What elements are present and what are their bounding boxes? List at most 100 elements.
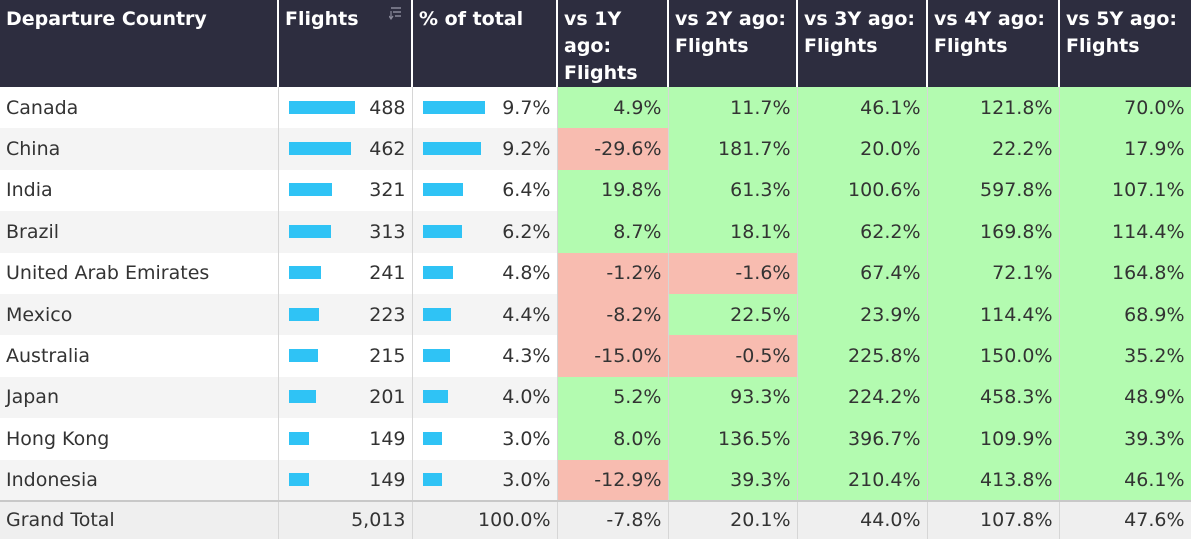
pct-total-bar	[422, 266, 454, 280]
vs-3y-cell: 396.7%	[797, 418, 928, 460]
flights-cell: 488	[278, 87, 413, 129]
pct-total-bar	[422, 100, 485, 114]
pct-total-value: 3.0%	[502, 427, 551, 450]
grand-total-flights: 5,013	[278, 499, 413, 539]
vs-4y-cell: 114.4%	[927, 293, 1060, 336]
vs-4y-cell: 72.1%	[927, 252, 1060, 294]
vs-1y-cell: 19.8%	[557, 169, 669, 212]
vs-4y-cell: 22.2%	[927, 128, 1060, 170]
grand-total-vs-3y: 44.0%	[797, 499, 928, 539]
vs-5y-cell: 70.0%	[1059, 87, 1191, 129]
vs-4y-cell: 150.0%	[927, 335, 1060, 377]
vs-2y-cell: 181.7%	[668, 128, 798, 170]
vs-3y-cell: 62.2%	[797, 211, 928, 253]
pct-total-cell: 9.7%	[412, 87, 558, 129]
vs-3y-cell: 46.1%	[797, 87, 928, 129]
vs-4y-cell: 413.8%	[927, 459, 1060, 501]
pct-total-bar	[422, 431, 442, 445]
pct-total-cell: 4.0%	[412, 376, 558, 419]
pct-total-bar	[422, 390, 449, 404]
vs-5y-cell: 114.4%	[1059, 211, 1191, 253]
header-flights[interactable]: Flights	[278, 0, 413, 87]
header-vs-1y[interactable]: vs 1Y ago: Flights	[557, 0, 669, 87]
flights-bar	[288, 183, 332, 197]
flights-cell: 241	[278, 252, 413, 294]
pct-total-cell: 4.3%	[412, 335, 558, 377]
country-cell: Indonesia	[0, 459, 279, 501]
table-row[interactable]: United Arab Emirates 241 4.8% -1.2% -1.6% 67.…	[0, 252, 1191, 294]
grand-total-vs-5y: 47.6%	[1059, 499, 1191, 539]
flights-cell: 313	[278, 211, 413, 253]
pct-total-value: 6.4%	[502, 179, 551, 202]
vs-3y-cell: 210.4%	[797, 459, 928, 501]
vs-1y-cell: 5.2%	[557, 376, 669, 419]
flights-cell: 462	[278, 128, 413, 170]
pct-total-cell: 6.2%	[412, 211, 558, 253]
vs-4y-cell: 597.8%	[927, 169, 1060, 212]
vs-2y-cell: 93.3%	[668, 376, 798, 419]
table-row[interactable]: India 321 6.4% 19.8% 61.3% 100.6% 597.8% 107.1%	[0, 169, 1191, 212]
table-row[interactable]: Hong Kong 149 3.0% 8.0% 136.5% 396.7% 109.9% 39…	[0, 418, 1191, 460]
header-pct-total[interactable]: % of total	[412, 0, 558, 87]
flights-value: 321	[369, 179, 406, 202]
country-cell: United Arab Emirates	[0, 252, 279, 294]
table-row[interactable]: China 462 9.2% -29.6% 181.7% 20.0% 22.2% 17.9%	[0, 128, 1191, 170]
table-row[interactable]: Australia 215 4.3% -15.0% -0.5% 225.8% 150.0% 3…	[0, 335, 1191, 377]
table-row[interactable]: Canada 488 9.7% 4.9% 11.7% 46.1% 121.8% 70.0%	[0, 87, 1191, 129]
pct-total-cell: 9.2%	[412, 128, 558, 170]
country-cell: Hong Kong	[0, 418, 279, 460]
vs-2y-cell: 61.3%	[668, 169, 798, 212]
pct-total-cell: 4.4%	[412, 293, 558, 336]
flights-cell: 223	[278, 293, 413, 336]
flights-cell: 215	[278, 335, 413, 377]
vs-5y-cell: 164.8%	[1059, 252, 1191, 294]
header-vs-3y[interactable]: vs 3Y ago: Flights	[797, 0, 928, 87]
flights-bar	[288, 224, 331, 238]
vs-2y-cell: -1.6%	[668, 252, 798, 294]
flights-bar	[288, 390, 316, 404]
flights-bar	[288, 266, 322, 280]
vs-2y-cell: -0.5%	[668, 335, 798, 377]
vs-1y-cell: -8.2%	[557, 293, 669, 336]
vs-2y-cell: 39.3%	[668, 459, 798, 501]
pct-total-cell: 3.0%	[412, 418, 558, 460]
pct-total-value: 9.7%	[502, 96, 551, 119]
pct-total-value: 3.0%	[502, 468, 551, 491]
flights-value: 241	[369, 262, 406, 285]
vs-2y-cell: 136.5%	[668, 418, 798, 460]
pct-total-value: 4.4%	[502, 303, 551, 326]
header-departure-country[interactable]: Departure Country	[0, 0, 279, 87]
vs-4y-cell: 109.9%	[927, 418, 1060, 460]
vs-1y-cell: 8.0%	[557, 418, 669, 460]
table-row[interactable]: Japan 201 4.0% 5.2% 93.3% 224.2% 458.3% 48.9%	[0, 376, 1191, 419]
table-row[interactable]: Brazil 313 6.2% 8.7% 18.1% 62.2% 169.8% 114.4%	[0, 211, 1191, 253]
country-cell: Brazil	[0, 211, 279, 253]
country-cell: China	[0, 128, 279, 170]
table-row[interactable]: Mexico 223 4.4% -8.2% 22.5% 23.9% 114.4% 68.9%	[0, 293, 1191, 336]
header-vs-4y[interactable]: vs 4Y ago: Flights	[927, 0, 1060, 87]
vs-3y-cell: 67.4%	[797, 252, 928, 294]
vs-1y-cell: -15.0%	[557, 335, 669, 377]
flights-bar	[288, 142, 351, 156]
header-vs-2y[interactable]: vs 2Y ago: Flights	[668, 0, 798, 87]
table-row[interactable]: Indonesia 149 3.0% -12.9% 39.3% 210.4% 413.8% 4…	[0, 459, 1191, 501]
flights-bar	[288, 307, 319, 321]
flights-value: 201	[369, 386, 406, 409]
flights-value: 462	[369, 138, 406, 161]
pct-total-value: 4.8%	[502, 262, 551, 285]
pct-total-cell: 6.4%	[412, 169, 558, 212]
vs-4y-cell: 458.3%	[927, 376, 1060, 419]
header-vs-5y[interactable]: vs 5Y ago: Flights	[1059, 0, 1191, 87]
flights-cell: 149	[278, 459, 413, 501]
flights-value: 313	[369, 220, 406, 243]
pct-total-cell: 3.0%	[412, 459, 558, 501]
vs-2y-cell: 22.5%	[668, 293, 798, 336]
pct-total-bar	[422, 142, 482, 156]
pct-total-bar	[422, 472, 442, 486]
sort-descending-icon[interactable]	[389, 6, 403, 20]
country-cell: Australia	[0, 335, 279, 377]
vs-1y-cell: -12.9%	[557, 459, 669, 501]
grand-total-vs-4y: 107.8%	[927, 499, 1060, 539]
vs-5y-cell: 17.9%	[1059, 128, 1191, 170]
flights-cell: 201	[278, 376, 413, 419]
